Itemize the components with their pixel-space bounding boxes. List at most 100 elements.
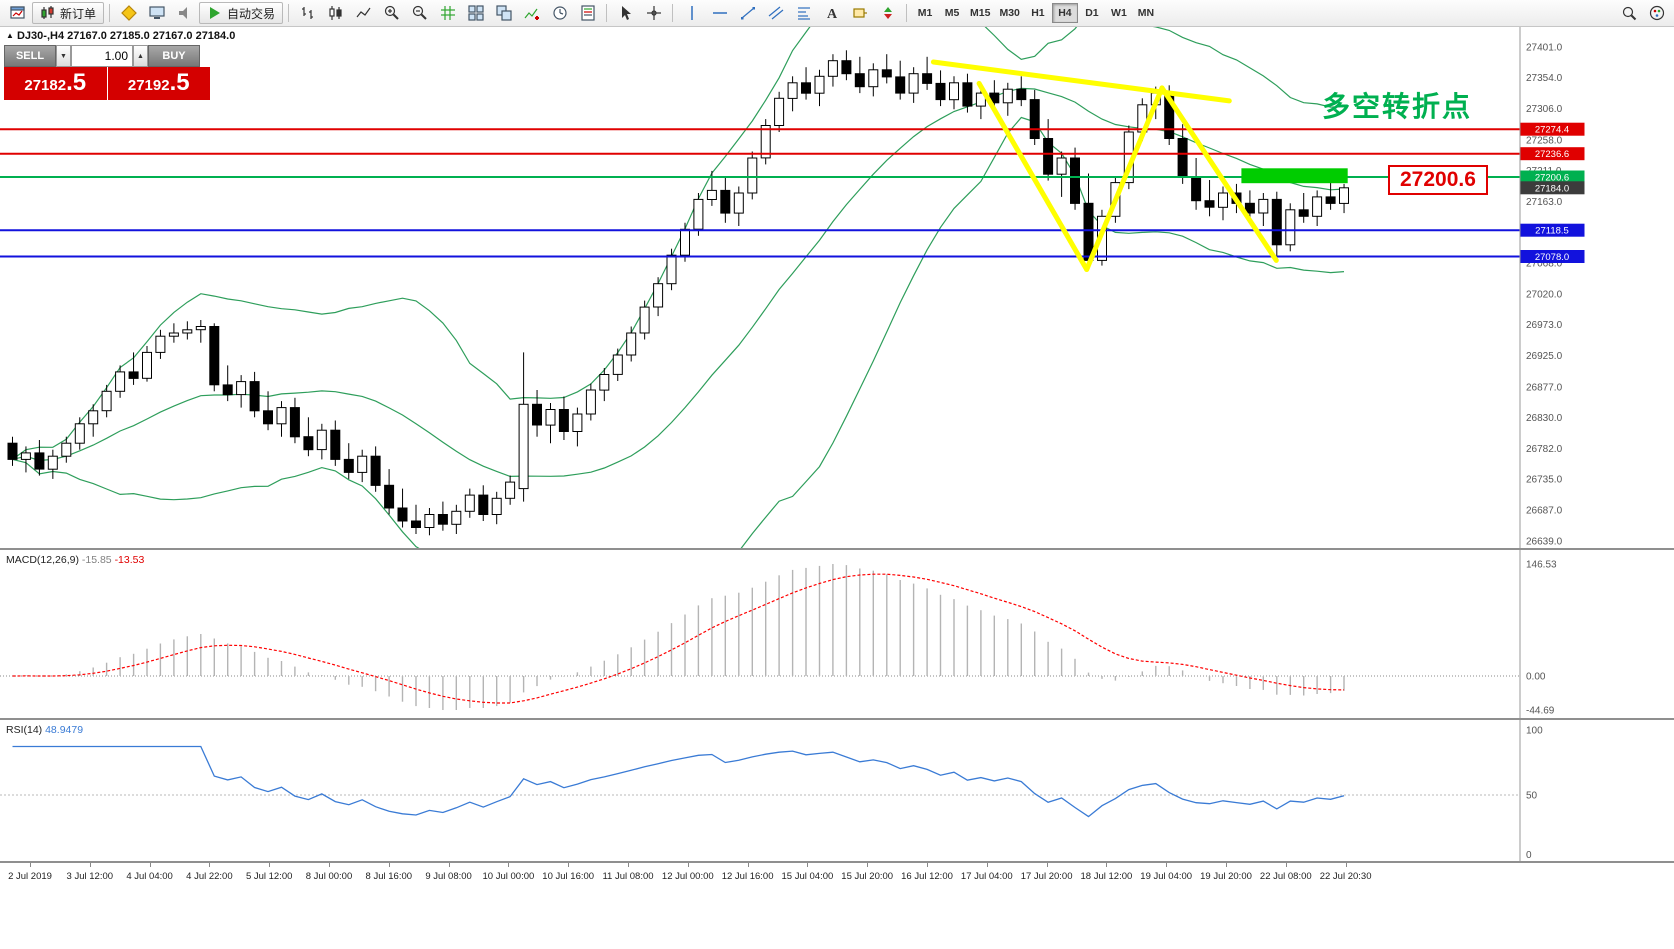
cursor-glyph — [621, 6, 631, 20]
candle-body — [747, 157, 758, 194]
timeframe-h4-button[interactable]: H4 — [1051, 3, 1078, 23]
trendline[interactable] — [1159, 85, 1279, 263]
periods-icon[interactable] — [546, 1, 573, 25]
price-axis-label: 26639.0 — [1526, 537, 1563, 548]
channel-glyph — [768, 6, 783, 20]
timeframe-h1-button[interactable]: H1 — [1025, 3, 1051, 23]
time-label: 11 Jul 08:00 — [602, 871, 654, 882]
timeframe-m5-button[interactable]: M5 — [939, 3, 965, 23]
toolbar-separator — [109, 4, 111, 22]
zoom-in-glyph — [384, 5, 399, 20]
trendline-icon[interactable] — [734, 1, 761, 25]
fibo-glyph — [797, 7, 810, 20]
new-chart-button[interactable] — [4, 1, 31, 25]
sound-alerts-icon[interactable] — [171, 1, 198, 25]
timeframe-m30-button[interactable]: M30 — [995, 3, 1023, 23]
bollinger-band — [12, 116, 1345, 548]
timeframe-m1-button[interactable]: M1 — [912, 3, 938, 23]
alerts-glyph — [178, 7, 187, 19]
candle-body — [787, 82, 798, 99]
data-window-icon[interactable] — [143, 1, 170, 25]
buy-price[interactable]: 27192.5 — [107, 67, 210, 100]
candle-body — [330, 429, 341, 460]
candle-body — [518, 403, 529, 490]
candle-body — [424, 514, 435, 528]
trendline-glyph — [740, 7, 755, 20]
time-label: 4 Jul 22:00 — [186, 871, 233, 882]
text-label-icon[interactable] — [846, 1, 873, 25]
candle-body — [532, 403, 542, 426]
panel-divider[interactable] — [0, 718, 1674, 720]
crosshair-icon[interactable] — [640, 1, 667, 25]
time-tick — [269, 863, 271, 867]
timeframe-d1-button[interactable]: D1 — [1079, 3, 1105, 23]
horizontal-line-icon[interactable] — [706, 1, 733, 25]
trendline[interactable] — [1084, 85, 1165, 272]
candle-body — [1029, 99, 1040, 139]
candle-body — [437, 514, 448, 525]
tile-windows-icon[interactable] — [462, 1, 489, 25]
new-order-button[interactable]: 新订单 — [32, 2, 105, 24]
volume-increase-button[interactable]: ▲ — [133, 45, 148, 67]
candle-body — [1258, 198, 1269, 214]
candle-body — [868, 69, 879, 88]
supply-zone-rect[interactable] — [1241, 168, 1348, 184]
zoom-in-icon[interactable] — [378, 1, 405, 25]
panel-divider[interactable] — [0, 548, 1674, 550]
indicators-glyph — [524, 8, 539, 20]
indicators-icon[interactable] — [518, 1, 545, 25]
sell-button[interactable]: SELL — [4, 45, 56, 67]
candlestick-chart-icon[interactable] — [322, 1, 349, 25]
zoom-out-icon[interactable] — [406, 1, 433, 25]
chart-styler-icon[interactable] — [1643, 1, 1670, 25]
grid-icon[interactable] — [434, 1, 461, 25]
candle-body — [774, 97, 785, 127]
buy-button[interactable]: BUY — [148, 45, 200, 67]
templates-glyph — [580, 5, 595, 21]
vertical-line-icon[interactable] — [678, 1, 705, 25]
templates-icon[interactable] — [574, 1, 601, 25]
timeframe-mn-button[interactable]: MN — [1133, 3, 1159, 23]
candle-body — [922, 73, 933, 84]
candle-body — [34, 452, 45, 470]
panel-divider[interactable] — [0, 861, 1674, 863]
candle-body — [827, 60, 838, 77]
trendline[interactable] — [976, 80, 1090, 272]
time-label: 2 Jul 2019 — [8, 871, 52, 882]
arrows-icon[interactable] — [874, 1, 901, 25]
vline-glyph — [690, 6, 693, 20]
time-label: 22 Jul 20:30 — [1319, 871, 1372, 882]
time-axis[interactable]: 2 Jul 2019 3 Jul 12:00 4 Jul 04:00 4 Jul 22… — [0, 863, 1674, 949]
sell-price[interactable]: 27182.5 — [4, 67, 108, 100]
cursor-icon[interactable] — [612, 1, 639, 25]
text-icon[interactable]: A — [818, 1, 845, 25]
fibonacci-icon[interactable] — [790, 1, 817, 25]
timeframe-m15-button[interactable]: M15 — [966, 3, 994, 23]
rsi-axis-label: 0 — [1526, 850, 1532, 861]
candle-body — [128, 371, 139, 379]
candle-body — [115, 371, 126, 392]
rsi-title: RSI(14) 48.9479 — [6, 724, 83, 736]
search-icon[interactable] — [1615, 1, 1642, 25]
price-chart-panel[interactable]: 27401.027354.027306.027258.027211.027163… — [0, 27, 1674, 548]
volume-input[interactable] — [71, 45, 133, 67]
candle-body — [585, 389, 596, 415]
volume-decrease-button[interactable]: ▼ — [56, 45, 71, 67]
cascade-windows-icon[interactable] — [490, 1, 517, 25]
grid-glyph — [440, 6, 455, 20]
candle-body — [626, 332, 637, 356]
candle-body — [1339, 187, 1349, 204]
autotrading-button[interactable]: 自动交易 — [199, 2, 284, 24]
symbol-marker-icon: ▲ — [6, 31, 14, 40]
bar-chart-icon[interactable] — [294, 1, 321, 25]
time-tick — [867, 863, 869, 867]
one-click-trading-panel: SELL ▼ ▲ BUY 27182.5 27192.5 — [4, 45, 210, 100]
trendline[interactable] — [930, 59, 1232, 104]
candle-body — [1191, 176, 1202, 202]
mql5-market-icon[interactable] — [115, 1, 142, 25]
candle-body — [209, 326, 220, 386]
timeframe-w1-button[interactable]: W1 — [1106, 3, 1132, 23]
candle-body — [935, 82, 946, 101]
equidistant-channel-icon[interactable] — [762, 1, 789, 25]
line-chart-icon[interactable] — [350, 1, 377, 25]
